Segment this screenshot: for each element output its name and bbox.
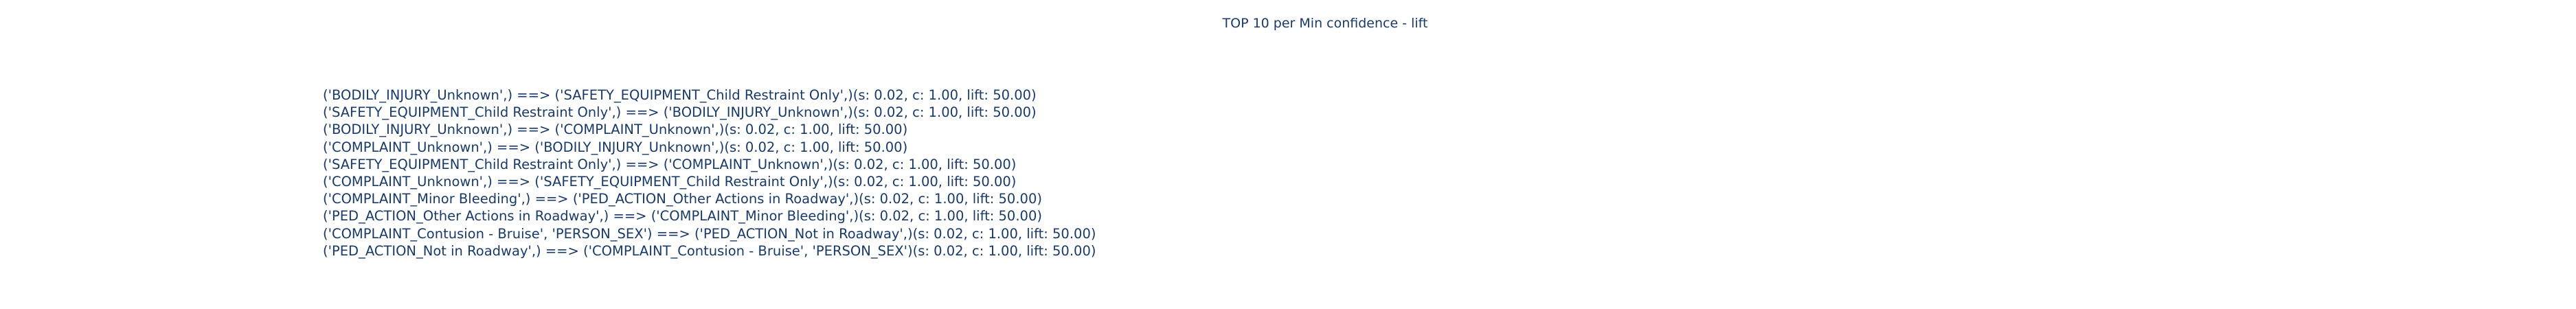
figure-title: TOP 10 per Min confidence - lift xyxy=(1222,16,1428,31)
rule-line: ('SAFETY_EQUIPMENT_Child Restraint Only'… xyxy=(323,156,1017,172)
rule-line: ('PED_ACTION_Other Actions in Roadway',)… xyxy=(323,208,1042,225)
rule-line: ('BODILY_INJURY_Unknown',) ==> ('SAFETY_… xyxy=(323,87,1037,103)
rule-line: ('SAFETY_EQUIPMENT_Child Restraint Only'… xyxy=(323,104,1037,121)
rule-line: ('COMPLAINT_Contusion - Bruise', 'PERSON… xyxy=(323,225,1096,242)
rule-line: ('COMPLAINT_Unknown',) ==> ('SAFETY_EQUI… xyxy=(323,174,1017,190)
rules-list: ('BODILY_INJURY_Unknown',) ==> ('SAFETY_… xyxy=(323,87,1096,260)
rule-line: ('PED_ACTION_Not in Roadway',) ==> ('COM… xyxy=(323,242,1096,259)
rule-line: ('BODILY_INJURY_Unknown',) ==> ('COMPLAI… xyxy=(323,122,908,138)
rule-line: ('COMPLAINT_Unknown',) ==> ('BODILY_INJU… xyxy=(323,139,908,155)
rule-line: ('COMPLAINT_Minor Bleeding',) ==> ('PED_… xyxy=(323,191,1042,207)
